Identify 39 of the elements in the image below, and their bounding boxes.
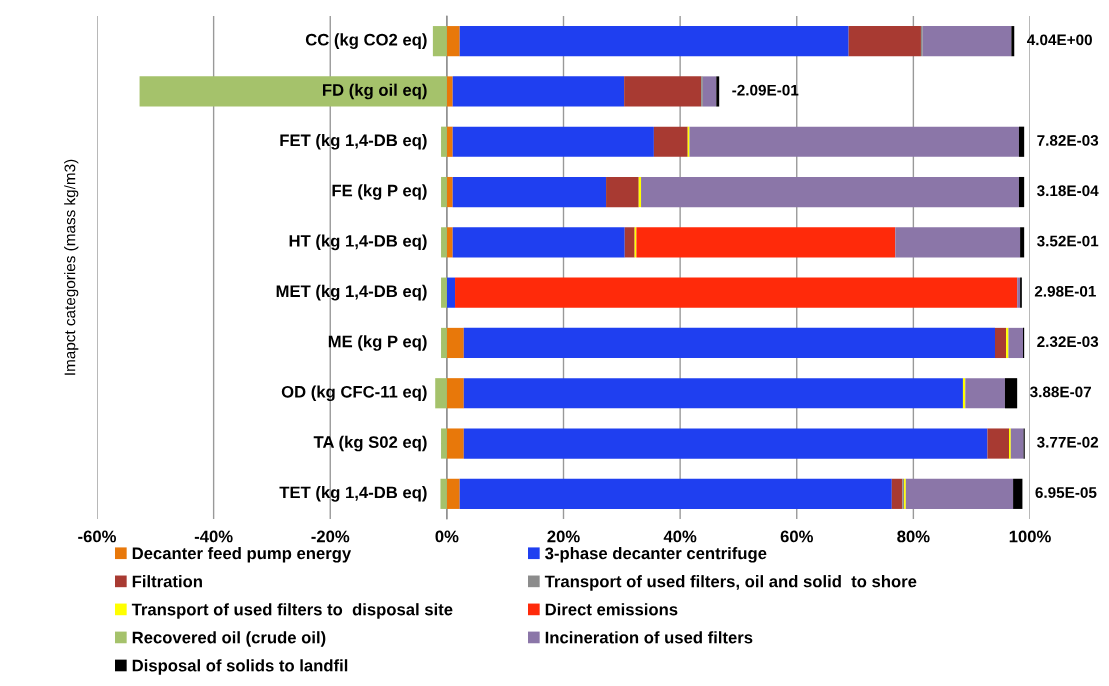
x-tick-label: 0% [435,530,459,543]
x-tick-label: 60% [780,530,813,543]
y-tick-label: FD (kg oil eq) [323,83,427,100]
annotation: -2.09E-01 [732,84,799,96]
annotation: 3.88E-07 [1030,386,1092,398]
y-tick-label: FE (kg P eq) [332,184,427,200]
annotation: 7.82E-03 [1037,135,1099,146]
y-tick-label: FET (kg 1,4-DB eq) [280,133,427,150]
y-tick-label: TET (kg 1,4-DB eq) [279,486,427,502]
y-axis-title: Imapct categories (mass kg/m3) [64,159,79,375]
annotation: 3.18E-04 [1037,185,1099,197]
legend-label: Disposal of solids to landfil [132,659,348,675]
annotation: 6.95E-05 [1035,487,1097,498]
legend-label: Transport of used filters, oil and solid to shore [544,575,917,591]
x-tick-label: -40% [194,530,233,543]
x-tick-label: -60% [78,530,117,543]
legend-label: Incineration of used filters [545,631,753,644]
annotation: 2.32E-03 [1037,336,1099,348]
y-tick-label: CC (kg CO2 eq) [305,33,427,49]
x-tick-label: -20% [311,530,350,543]
annotation: 2.98E-01 [1034,285,1096,297]
y-tick-label: HT (kg 1,4-DB eq) [289,234,427,251]
x-tick-label: 40% [663,530,697,543]
legend-label: Direct emissions [545,603,678,616]
annotation: 3.77E-02 [1037,436,1099,448]
y-tick-label: OD (kg CFC-11 eq) [281,385,427,402]
y-tick-label: ME (kg P eq) [328,335,427,351]
x-tick-label: 100% [1009,530,1051,543]
legend-label: Filtration [132,575,202,588]
annotation: 4.04E+00 [1026,34,1092,46]
y-tick-label: TA (kg S02 eq) [313,435,427,452]
annotation: 3.52E-01 [1037,235,1099,247]
y-tick-label: MET (kg 1,4-DB eq) [276,284,427,301]
legend-label: 3-phase decanter centrifuge [545,547,767,563]
legend-label: Transport of used filters to disposal site [131,603,453,619]
legend-label: Decanter feed pump energy [132,547,352,563]
legend-label: Recovered oil (crude oil) [132,631,326,647]
x-tick-label: 80% [897,530,930,543]
x-tick-label: 20% [547,530,580,543]
